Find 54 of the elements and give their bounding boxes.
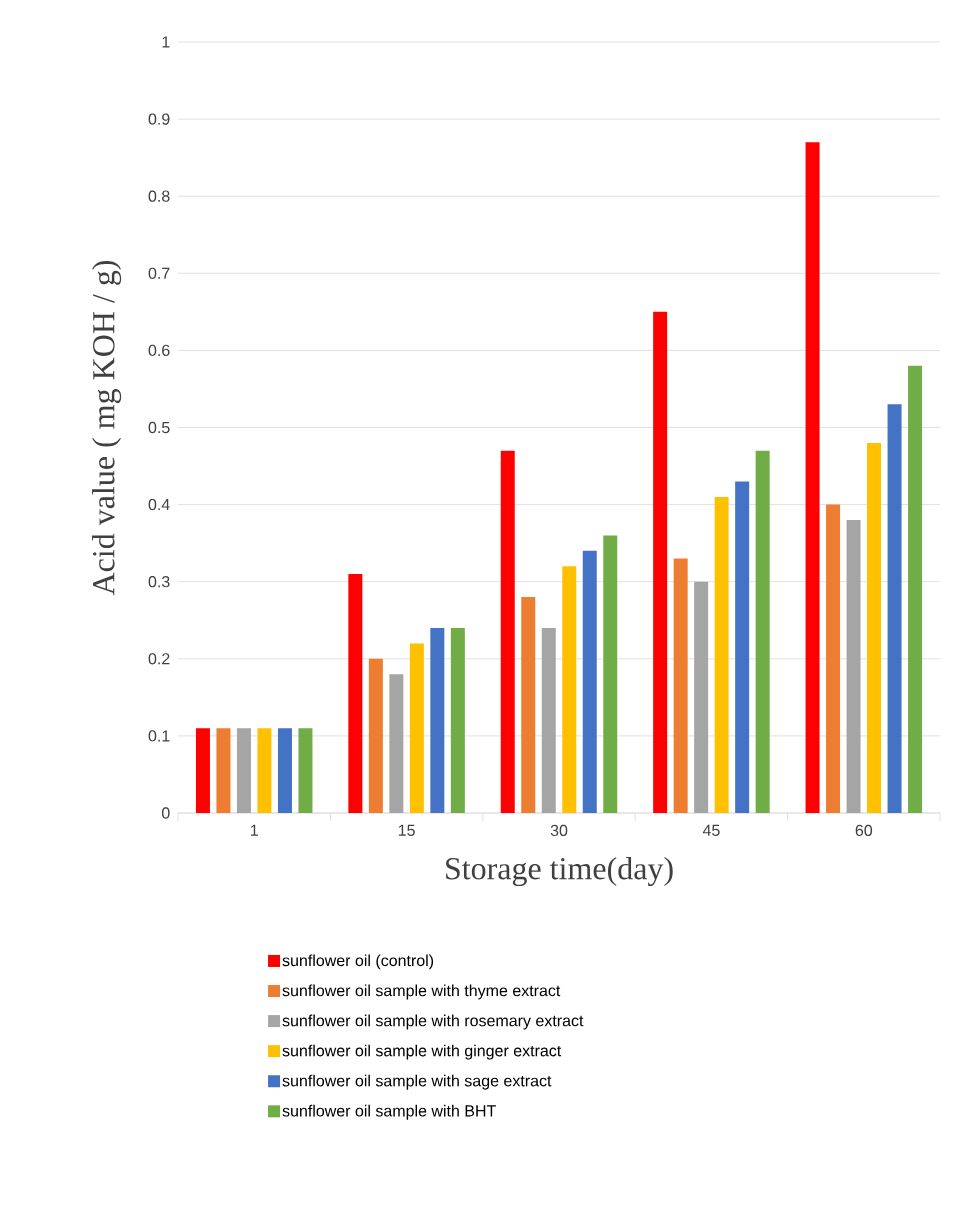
bar [368,658,383,813]
x-tick-label: 15 [398,824,415,836]
bar [603,535,618,813]
bar [735,481,750,813]
x-tick-label: 60 [855,824,873,837]
y-tick-label: 0.5 [148,421,170,434]
bar [389,674,404,813]
legend-label: sunflower oil sample with sage extract [282,1074,552,1090]
y-tick-label: 0.6 [148,344,170,357]
bar [653,311,668,813]
bar [236,728,251,813]
bar [582,550,597,813]
legend-label: sunflower oil sample with ginger extract [282,1044,562,1060]
y-tick-label: 0 [161,807,170,819]
bar [541,627,556,813]
bar [694,581,709,813]
bar [805,142,820,813]
bar [348,573,363,813]
bar [521,597,536,813]
y-tick-label: 0.7 [148,267,170,279]
y-tick-label: 0.4 [148,498,170,511]
y-tick-label: 0.1 [148,730,170,742]
bar [257,728,272,813]
bar [755,450,770,813]
y-tick-label: 0.3 [148,576,170,588]
bar [887,404,902,813]
x-axis-title: Storage time(day) [446,856,673,887]
bar [846,520,861,813]
bar [500,450,515,813]
bar [409,643,424,813]
x-tick-label: 30 [550,824,568,837]
bar [216,728,231,813]
bar [826,504,841,813]
bar [430,627,445,813]
x-tick-label: 45 [702,824,720,836]
bar [450,627,465,813]
y-tick-label: 0.8 [148,190,170,202]
y-tick-label: 0.9 [148,113,170,125]
bar [562,566,577,813]
bar [277,728,292,813]
legend-label: sunflower oil sample with BHT [282,1104,496,1120]
bar [195,728,210,813]
y-axis-title: Acid value ( mg KOH / g) [92,260,122,596]
bar [298,728,313,813]
legend-label: sunflower oil (control) [282,954,434,970]
bar [867,442,882,813]
y-tick-label: 1 [162,36,170,48]
bar [908,365,923,813]
bar [714,496,729,813]
legend-label: sunflower oil sample with rosemary extract [282,1014,584,1030]
y-tick-label: 0.2 [148,653,170,665]
x-tick-label: 1 [250,824,258,836]
bar [673,558,688,813]
legend-label: sunflower oil sample with thyme extract [282,984,561,1000]
